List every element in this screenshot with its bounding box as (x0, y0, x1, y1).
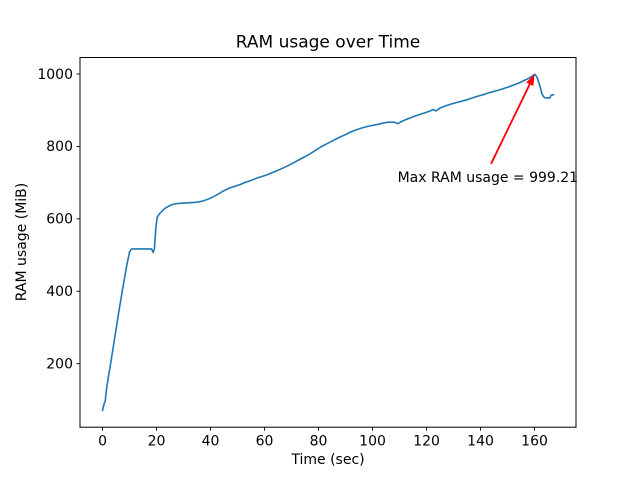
x-axis-label: Time (sec) (290, 452, 364, 468)
x-tick-label: 20 (148, 434, 166, 450)
x-tick-label: 0 (98, 434, 107, 450)
annotation-arrow-shaft (490, 83, 531, 165)
y-tick-label: 600 (46, 212, 73, 228)
annotation-arrow-head (526, 74, 535, 86)
x-tick-label: 60 (256, 434, 274, 450)
x-tick-label: 100 (359, 434, 386, 450)
y-axis-label: RAM usage (MiB) (14, 183, 30, 301)
chart-title: RAM usage over Time (236, 33, 420, 53)
max-annotation-text: Max RAM usage = 999.21 (398, 170, 579, 186)
x-tick-label: 140 (467, 434, 494, 450)
y-tick-label: 800 (46, 139, 73, 155)
ram-usage-series-line (101, 73, 555, 412)
y-tick-label: 400 (46, 284, 73, 300)
x-tick-label: 40 (202, 434, 220, 450)
plot-border (79, 57, 577, 428)
y-tick-label: 200 (46, 356, 73, 372)
x-tick-label: 120 (413, 434, 440, 450)
y-tick-label: 1000 (37, 67, 73, 83)
x-tick-label: 160 (521, 434, 548, 450)
x-tick-label: 80 (310, 434, 328, 450)
plot-area: 0 20 40 60 80 100 120 140 160 200 400 600 800 1000 (37, 57, 577, 450)
